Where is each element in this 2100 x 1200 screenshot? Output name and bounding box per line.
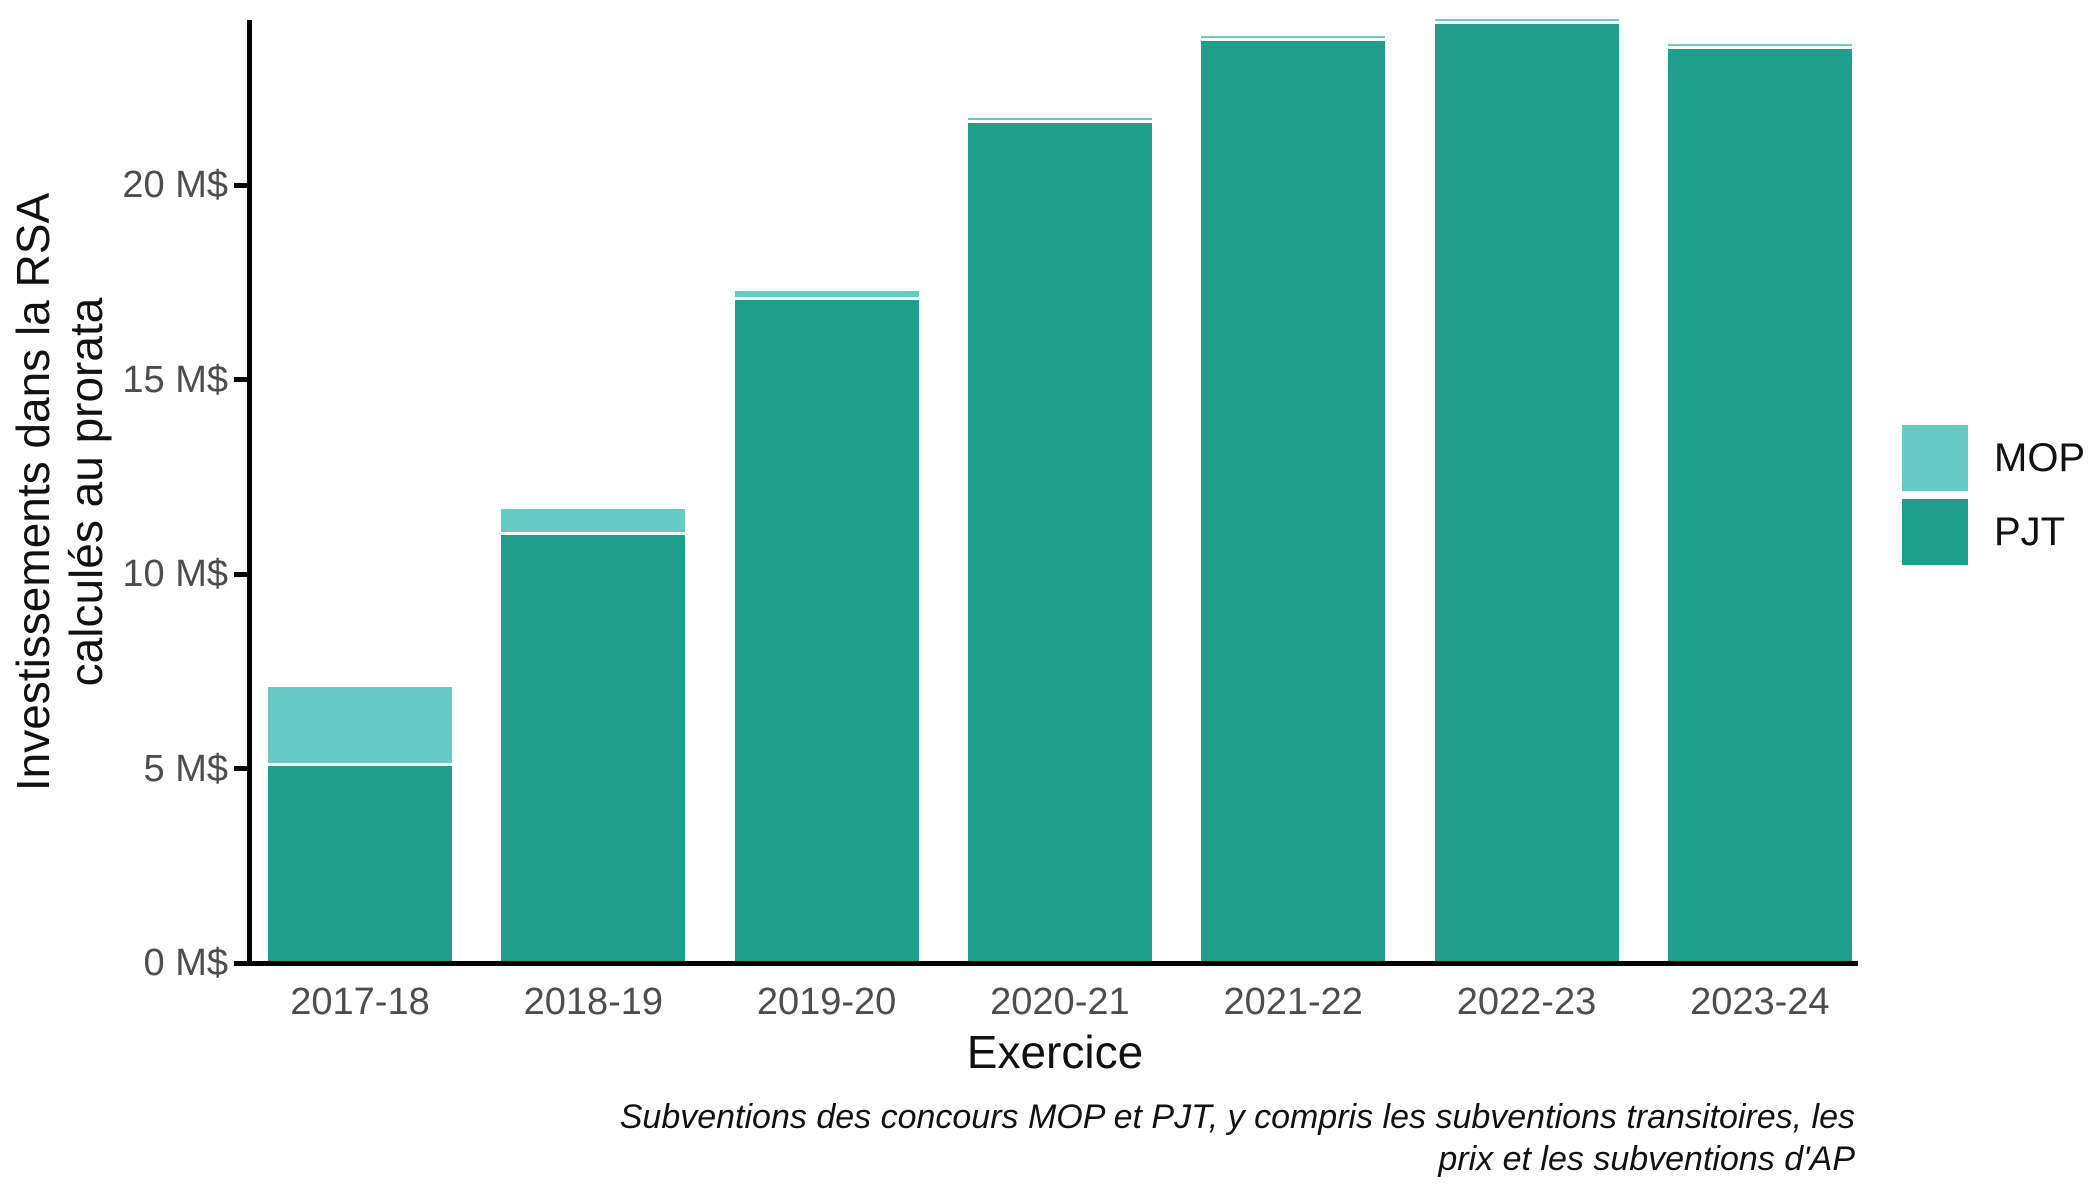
y-axis-tick <box>234 182 247 188</box>
x-axis-tick-label: 2021-22 <box>1223 981 1363 1023</box>
bar-segment-pjt <box>1201 41 1385 961</box>
y-axis-title: Investissements dans la RSA calculés au … <box>7 142 117 842</box>
y-axis-tick-label: 15 M$ <box>122 358 228 401</box>
x-axis-title: Exercice <box>966 1026 1144 1078</box>
caption-line1: Subventions des concours MOP et PJT, y c… <box>619 1098 1855 1136</box>
y-axis-tick <box>234 960 247 966</box>
bar-segment-pjt <box>268 766 452 961</box>
bar-segment-pjt <box>1668 49 1852 961</box>
legend: MOP PJT <box>1902 425 2085 565</box>
bar-segment-mop <box>1435 19 1619 21</box>
legend-label-pjt: PJT <box>1994 509 2066 554</box>
x-axis-tick-label: 2022-23 <box>1456 981 1597 1023</box>
caption-line2: prix et les subventions d'AP <box>1438 1140 1855 1178</box>
x-axis-tick-label: 2018-19 <box>523 981 664 1023</box>
y-axis-tick-label: 10 M$ <box>122 553 228 595</box>
bar-segment-mop <box>1201 36 1385 38</box>
legend-swatch-pjt <box>1902 499 1968 565</box>
x-axis-tick-label: 2023-24 <box>1690 981 1830 1023</box>
y-axis-title-line2: calculés au prorata <box>60 297 112 687</box>
y-axis-title-line1: Investissements dans la RSA <box>7 192 59 792</box>
y-axis-tick-label: 0 M$ <box>143 942 228 984</box>
bar-segment-mop <box>501 509 685 532</box>
bar-segment-pjt <box>501 535 685 961</box>
y-axis-spine <box>247 20 252 966</box>
y-axis-tick <box>234 766 247 771</box>
y-axis-tick <box>234 377 247 382</box>
bar-segment-pjt <box>735 300 919 961</box>
bar-segment-pjt <box>1435 24 1619 961</box>
y-axis-tick-label: 5 M$ <box>143 747 228 790</box>
x-axis-line <box>247 961 1858 966</box>
x-axis-tick-label: 2020-21 <box>990 981 1130 1023</box>
bar-segment-mop <box>968 118 1152 120</box>
legend-swatch-mop <box>1902 425 1968 491</box>
legend-item: PJT <box>1902 499 2085 565</box>
y-axis-tick-label: 20 M$ <box>122 164 228 206</box>
legend-item: MOP <box>1902 425 2085 491</box>
caption: Subventions des concours MOP et PJT, y c… <box>455 1096 1855 1180</box>
bar-segment-mop <box>735 291 919 297</box>
bar-segment-mop <box>268 687 452 763</box>
x-axis-tick-label: 2017-18 <box>290 981 430 1023</box>
legend-label-mop: MOP <box>1994 435 2086 480</box>
y-axis-tick <box>234 571 247 577</box>
bar-segment-pjt <box>968 123 1152 961</box>
bar-segment-mop <box>1668 44 1852 46</box>
x-axis-tick-label: 2019-20 <box>756 981 897 1023</box>
